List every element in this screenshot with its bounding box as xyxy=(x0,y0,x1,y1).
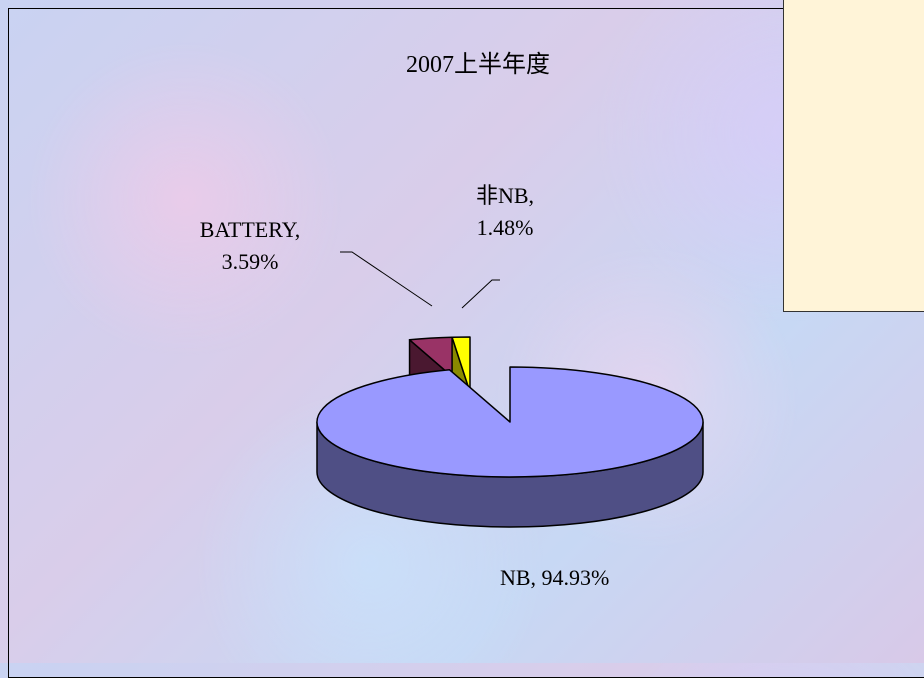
chart-title: 2007上半年度 xyxy=(406,51,550,78)
chart: 2007上半年度 BATTERY非NBNB xyxy=(316,51,704,528)
data-label: NB, 94.93% xyxy=(500,565,610,590)
slice-top xyxy=(451,336,471,393)
leader-line xyxy=(461,279,500,309)
pie-slice: NB xyxy=(316,366,704,528)
data-label: BATTERY, 3.59% xyxy=(199,217,301,274)
data-label: 非NB, 1.48% xyxy=(475,183,535,240)
slice-top xyxy=(316,366,704,478)
note-box xyxy=(783,0,924,312)
leader-line xyxy=(340,251,433,307)
